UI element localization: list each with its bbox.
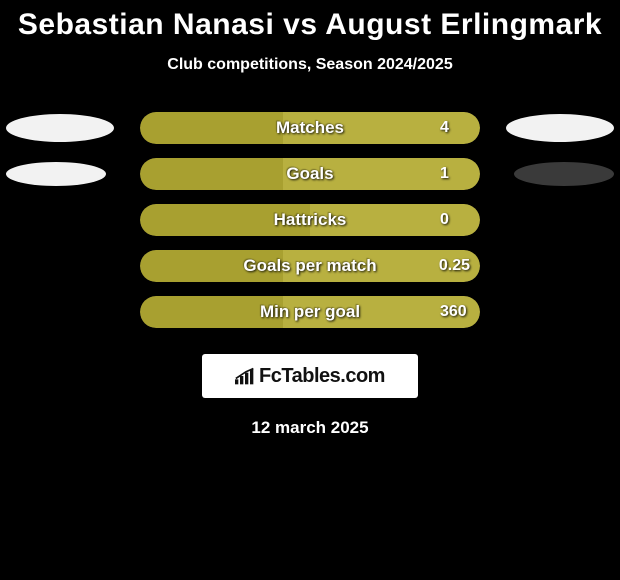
stat-label: Hattricks bbox=[274, 210, 347, 230]
subtitle: Club competitions, Season 2024/2025 bbox=[0, 56, 620, 74]
player-left-marker bbox=[6, 162, 106, 186]
stat-row: Goals 1 bbox=[0, 158, 620, 190]
stat-value-right: 0.25 bbox=[439, 257, 470, 275]
stat-bar: Goals per match bbox=[140, 250, 480, 282]
stat-bar: Goals bbox=[140, 158, 480, 190]
stat-value-right: 4 bbox=[440, 119, 470, 137]
stat-bar: Hattricks bbox=[140, 204, 480, 236]
stat-bar: Min per goal bbox=[140, 296, 480, 328]
player-right-marker bbox=[506, 114, 614, 142]
logo-text: FcTables.com bbox=[259, 365, 385, 388]
stat-label: Goals bbox=[286, 164, 333, 184]
stat-row: Matches 4 bbox=[0, 112, 620, 144]
stat-value-right: 1 bbox=[440, 165, 470, 183]
player-right-marker bbox=[514, 162, 614, 186]
stat-label: Matches bbox=[276, 118, 344, 138]
stat-bar: Matches bbox=[140, 112, 480, 144]
stat-rows: Matches 4 Goals 1 Hattricks 0 Goals per match 0… bbox=[0, 112, 620, 328]
stat-row: Goals per match 0.25 bbox=[0, 250, 620, 282]
bar-fill-left bbox=[140, 158, 283, 190]
stat-value-right: 360 bbox=[440, 303, 470, 321]
bar-fill-left bbox=[140, 112, 283, 144]
comparison-infographic: Sebastian Nanasi vs August Erlingmark Cl… bbox=[0, 0, 620, 438]
stat-value-right: 0 bbox=[440, 211, 470, 229]
stat-label: Min per goal bbox=[260, 302, 360, 322]
player-left-marker bbox=[6, 114, 114, 142]
fctables-logo: FcTables.com bbox=[202, 354, 418, 398]
date-text: 12 march 2025 bbox=[0, 418, 620, 438]
page-title: Sebastian Nanasi vs August Erlingmark bbox=[0, 8, 620, 42]
stat-row: Min per goal 360 bbox=[0, 296, 620, 328]
stat-row: Hattricks 0 bbox=[0, 204, 620, 236]
stat-label: Goals per match bbox=[243, 256, 376, 276]
bar-chart-icon bbox=[235, 367, 255, 385]
